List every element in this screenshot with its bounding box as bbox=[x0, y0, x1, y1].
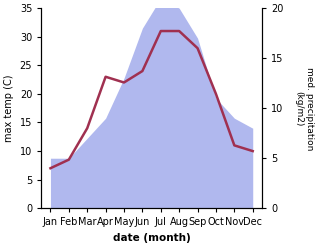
X-axis label: date (month): date (month) bbox=[113, 233, 190, 243]
Y-axis label: max temp (C): max temp (C) bbox=[4, 74, 14, 142]
Y-axis label: med. precipitation
(kg/m2): med. precipitation (kg/m2) bbox=[294, 66, 314, 150]
